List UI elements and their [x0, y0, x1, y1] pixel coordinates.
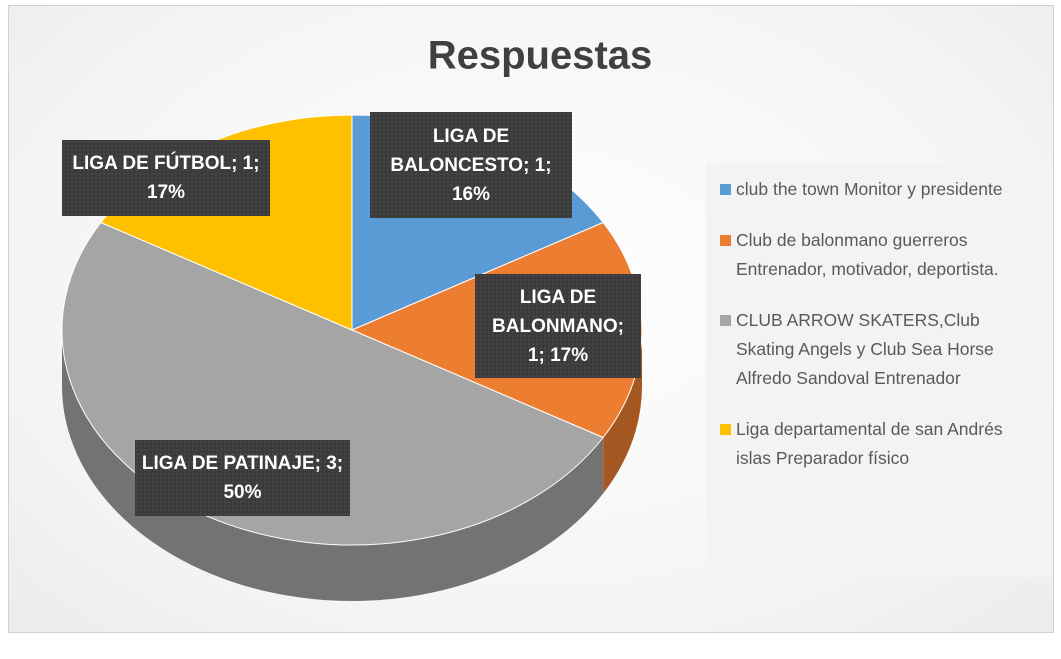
slice-side [62, 330, 604, 601]
legend-item: Club de balonmano guerreros Entrenador, … [720, 226, 1042, 284]
slice-side [603, 330, 642, 494]
legend-swatch [720, 315, 731, 326]
legend-label: Club de balonmano guerreros Entrenador, … [736, 230, 999, 279]
legend-label: Liga departamental de san Andrés islas P… [736, 419, 1003, 468]
data-label: LIGA DE BALONCESTO; 1; 16% [370, 112, 572, 218]
chart-title: Respuestas [428, 34, 653, 78]
legend-swatch [720, 184, 731, 195]
legend-item: CLUB ARROW SKATERS,Club Skating Angels y… [720, 306, 1042, 393]
data-label: LIGA DE BALONMANO; 1; 17% [475, 274, 641, 378]
legend-item: club the town Monitor y presidente [720, 175, 1042, 204]
data-label: LIGA DE PATINAJE; 3; 50% [135, 440, 350, 516]
legend-item: Liga departamental de san Andrés islas P… [720, 415, 1042, 473]
legend-swatch [720, 424, 731, 435]
legend-swatch [720, 235, 731, 246]
legend-label: CLUB ARROW SKATERS,Club Skating Angels y… [736, 310, 994, 388]
legend: club the town Monitor y presidente Club d… [706, 163, 1052, 577]
legend-label: club the town Monitor y presidente [736, 179, 1003, 199]
data-label: LIGA DE FÚTBOL; 1; 17% [62, 140, 270, 216]
